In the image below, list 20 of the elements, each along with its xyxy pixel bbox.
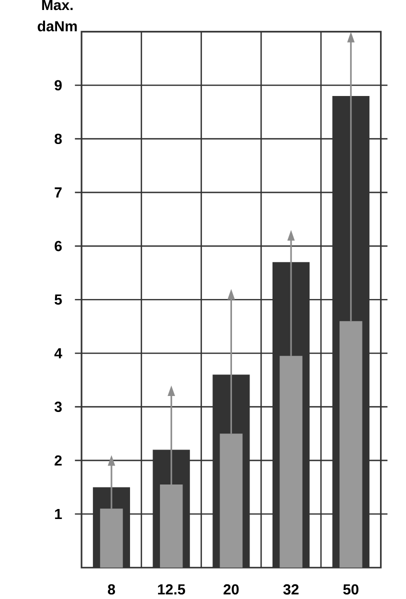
y-tick-label: 5 <box>54 294 62 305</box>
y-tick-label: 6 <box>54 240 62 252</box>
x-tick-label: 32 <box>283 584 299 595</box>
y-tick-label: 4 <box>54 348 62 358</box>
x-tick-label: 20 <box>224 584 239 595</box>
y-tick-label: 1 <box>55 509 62 520</box>
bar <box>100 508 123 568</box>
bar <box>340 321 362 568</box>
y-tick-label: 3 <box>54 402 62 412</box>
y-tick-label: 8 <box>54 134 62 144</box>
y-tick-label: 2 <box>54 455 62 466</box>
x-tick-label: 12.5 <box>158 584 186 595</box>
y-axis-title: Max. daNm <box>38 0 77 32</box>
y-tick-label: 7 <box>54 187 62 198</box>
x-tick-label: 50 <box>343 584 359 595</box>
bar <box>220 434 243 568</box>
bar <box>160 484 183 568</box>
y-tick-label: 9 <box>54 80 62 90</box>
bar <box>280 356 303 568</box>
x-tick-label: 8 <box>108 584 116 595</box>
